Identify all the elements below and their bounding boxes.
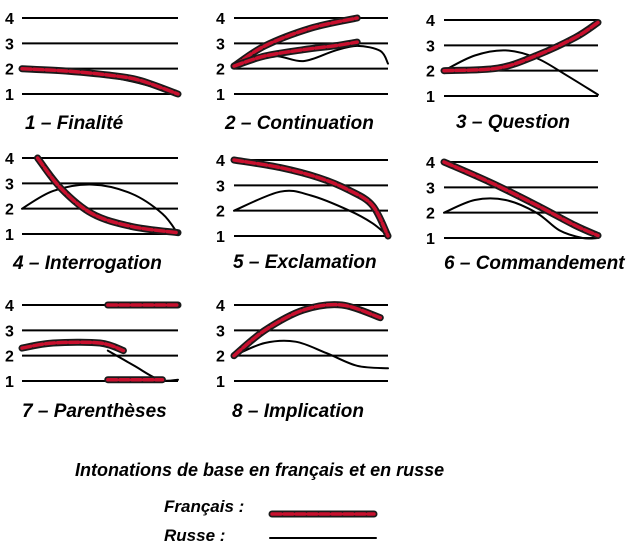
french-contour <box>230 301 384 360</box>
level-3-label: 3 <box>5 36 14 53</box>
panel-7: 1 2 3 4 7 – Parenthèses <box>5 298 182 422</box>
panel-3: 1 2 3 4 3 – Question <box>426 13 602 133</box>
level-3-label: 3 <box>5 176 14 193</box>
level-3-label: 3 <box>216 323 225 340</box>
russian-contour <box>443 197 599 240</box>
level-2-label: 2 <box>5 62 14 79</box>
level-2-label: 2 <box>5 202 14 219</box>
level-3-label: 3 <box>216 178 225 195</box>
french-contour <box>440 158 602 239</box>
level-1-label: 1 <box>5 87 14 104</box>
panel-5: 1 2 3 4 5 – Exclamation <box>216 153 392 273</box>
french-contour <box>18 65 182 98</box>
french-contour <box>230 156 392 240</box>
level-2-label: 2 <box>216 204 225 221</box>
russian-contour <box>443 49 599 96</box>
level-4-label: 4 <box>216 11 225 28</box>
level-1-label: 1 <box>5 227 14 244</box>
russian-contour <box>233 189 389 237</box>
french-contour <box>230 38 361 70</box>
level-1-label: 1 <box>216 87 225 104</box>
level-4-label: 4 <box>5 298 14 315</box>
level-4-label: 4 <box>216 298 225 315</box>
russian-contour <box>106 349 179 382</box>
level-3-label: 3 <box>426 180 435 197</box>
panel-title: 4 – Interrogation <box>12 253 162 274</box>
level-2-label: 2 <box>216 62 225 79</box>
legend-french-label: Français : <box>164 497 244 516</box>
panel-title: 2 – Continuation <box>224 113 374 134</box>
panel-8: 1 2 3 4 8 – Implication <box>216 298 389 422</box>
panel-title: 6 – Commandement <box>444 253 625 274</box>
panel-title: 5 – Exclamation <box>233 252 377 273</box>
french-contour <box>440 19 602 75</box>
panel-4: 1 2 3 4 4 – Interrogation <box>5 151 182 274</box>
figure-caption: Intonations de base en français et en ru… <box>75 460 444 480</box>
legend-russian-label: Russe : <box>164 526 225 545</box>
level-3-label: 3 <box>5 323 14 340</box>
panel-6: 1 2 3 4 6 – Commandement <box>426 155 625 274</box>
panel-title: 7 – Parenthèses <box>22 401 167 422</box>
level-2-label: 2 <box>426 64 435 81</box>
level-1-label: 1 <box>426 89 435 106</box>
level-4-label: 4 <box>5 11 14 28</box>
panel-title: 1 – Finalité <box>25 113 124 134</box>
level-1-label: 1 <box>216 374 225 391</box>
panel-title: 3 – Question <box>456 112 570 133</box>
russian-contour <box>233 339 389 370</box>
french-contour <box>34 154 182 237</box>
panel-2: 1 2 3 4 2 – Continuation <box>216 11 389 134</box>
russian-contour <box>21 183 179 235</box>
panel-1: 1 2 3 4 1 – Finalité <box>5 11 182 134</box>
french-contour <box>230 14 361 70</box>
level-2-label: 2 <box>216 349 225 366</box>
level-4-label: 4 <box>426 155 435 172</box>
level-4-label: 4 <box>426 13 435 30</box>
french-contour <box>18 338 127 355</box>
level-1-label: 1 <box>426 231 435 248</box>
level-4-label: 4 <box>216 153 225 170</box>
level-3-label: 3 <box>216 36 225 53</box>
level-2-label: 2 <box>5 349 14 366</box>
level-1-label: 1 <box>216 229 225 246</box>
level-2-label: 2 <box>426 206 435 223</box>
panel-title: 8 – Implication <box>232 401 364 422</box>
level-1-label: 1 <box>5 374 14 391</box>
level-3-label: 3 <box>426 38 435 55</box>
panels: 1 2 3 4 1 – Finalité 1 2 3 4 2 – Continuation 1 2 3 4… <box>5 11 625 422</box>
level-4-label: 4 <box>5 151 14 168</box>
